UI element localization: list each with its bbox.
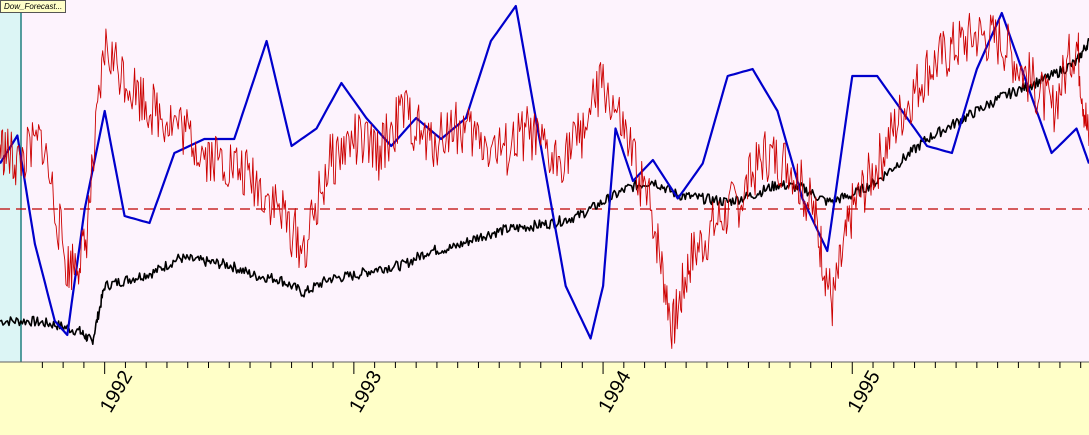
plot-area xyxy=(0,0,1089,362)
series-red-line xyxy=(0,12,1089,349)
chart-title-tag[interactable]: Dow_Forecast... xyxy=(0,0,67,13)
series-black-line xyxy=(0,38,1089,345)
x-ticks: 1992 1993 1994 1995 xyxy=(41,362,1082,417)
x-tick-label: 1993 xyxy=(345,367,386,417)
x-tick-label: 1994 xyxy=(594,367,635,417)
x-tick-label: 1992 xyxy=(96,367,137,417)
cursor-band xyxy=(0,0,21,362)
x-tick-label: 1995 xyxy=(844,367,885,417)
series-group xyxy=(0,4,1089,349)
